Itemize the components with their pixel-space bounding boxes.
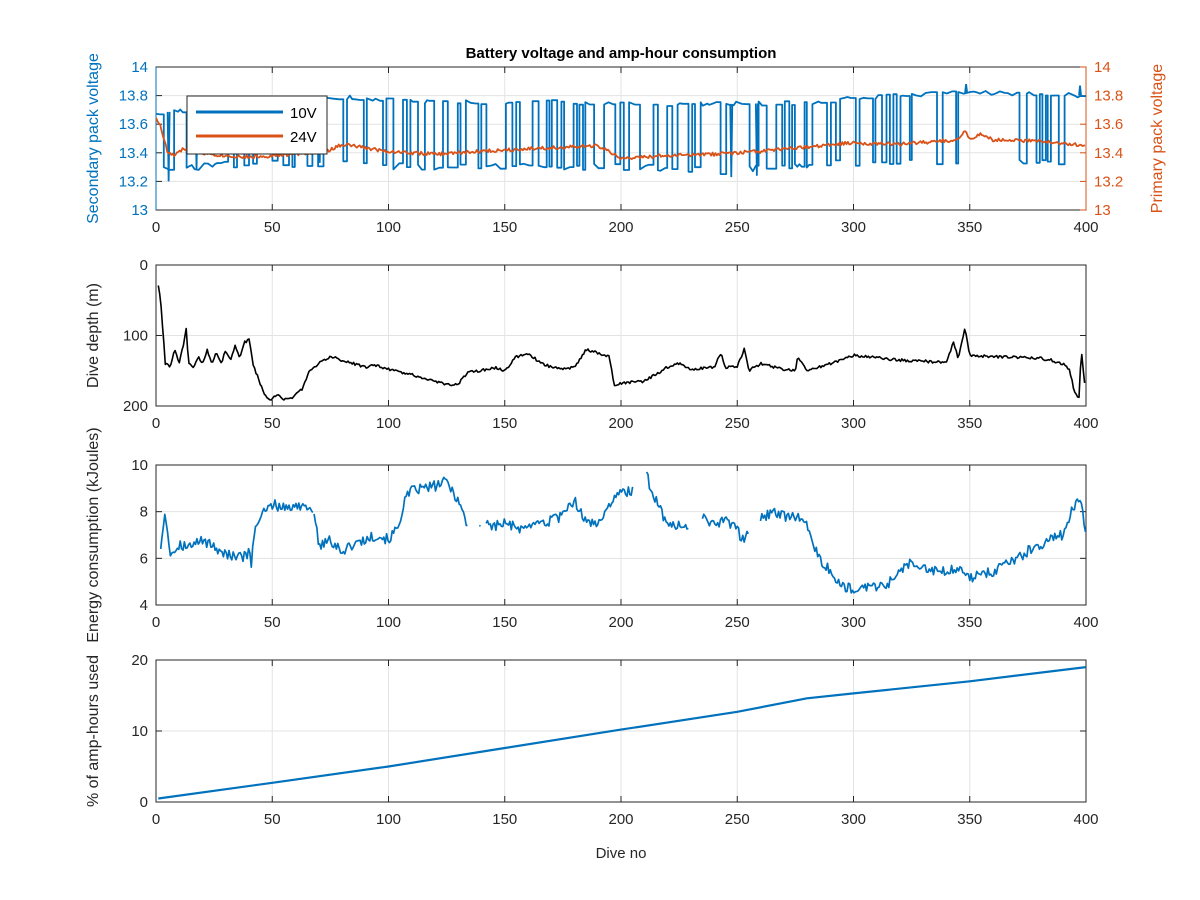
y-axis-label: % of amp-hours used: [85, 655, 102, 807]
y-right-axis-label: Primary pack voltage: [1149, 64, 1166, 213]
y-tick-label: 13.2: [119, 173, 148, 190]
x-tick-label: 100: [376, 219, 401, 236]
y-tick-label: 13.6: [119, 116, 148, 133]
x-tick-label: 150: [492, 614, 517, 631]
x-tick-label: 300: [841, 614, 866, 631]
series-line-segment: [645, 471, 689, 530]
y-right-tick-label: 13.6: [1094, 116, 1123, 133]
series-layer-energy: [159, 471, 1086, 594]
x-tick-label: 50: [264, 415, 281, 432]
x-tick-label: 50: [264, 219, 281, 236]
chart-depth: 0 50 100 150 200 250 300 350 400 0 100 200 Dive dept…: [85, 257, 1099, 432]
x-tick-label: 200: [608, 811, 633, 828]
x-tick-label: 300: [841, 811, 866, 828]
y-tick-label: 10: [131, 723, 148, 740]
y-right-tick-label: 13: [1094, 202, 1111, 219]
chart-amphours: 0 50 100 150 200 250 300 350 400 0 10 20 % of amp-ho…: [85, 652, 1099, 862]
x-tick-label: 150: [492, 811, 517, 828]
x-tick-label: 100: [376, 811, 401, 828]
series-line-segment: [485, 486, 634, 534]
x-tick-label: 400: [1073, 415, 1098, 432]
series-layer-depth: [157, 285, 1086, 401]
x-tick-label: 250: [725, 614, 750, 631]
x-tick-label: 0: [152, 614, 160, 631]
y-tick-label: 20: [131, 652, 148, 669]
y-tick-label: 13.4: [119, 145, 148, 162]
y-tick-label: 100: [123, 328, 148, 345]
x-tick-label: 350: [957, 811, 982, 828]
x-tick-label: 400: [1073, 219, 1098, 236]
y-axis-label: Secondary pack voltage: [85, 53, 102, 224]
x-tick-label: 350: [957, 219, 982, 236]
series-line-segment: [759, 498, 1086, 594]
series-line-10V: [156, 90, 1086, 176]
y-tick-label: 200: [123, 398, 148, 415]
y-tick-label: 8: [140, 504, 148, 521]
chart-voltage: 0 50 100 150 200 250 300 350 4001313.213.413.613…: [85, 53, 1166, 236]
y-tick-label: 13.8: [119, 88, 148, 105]
x-tick-label: 50: [264, 811, 281, 828]
x-tick-label: 400: [1073, 811, 1098, 828]
y-tick-label: 14: [131, 59, 148, 76]
x-tick-label: 300: [841, 415, 866, 432]
x-tick-label: 250: [725, 811, 750, 828]
y-right-tick-label: 13.2: [1094, 173, 1123, 190]
y-tick-label: 6: [140, 550, 148, 567]
x-tick-label: 100: [376, 614, 401, 631]
x-tick-label: 350: [957, 415, 982, 432]
figure-title: Battery voltage and amp-hour consumption: [466, 45, 777, 62]
x-tick-label: 0: [152, 219, 160, 236]
x-tick-label: 150: [492, 415, 517, 432]
x-tick-label: 300: [841, 219, 866, 236]
x-tick-label: 50: [264, 614, 281, 631]
y-tick-label: 13: [131, 202, 148, 219]
series-spike: [166, 111, 171, 182]
plots-area: 0 50 100 150 200 250 300 350 4001313.213.413.613…: [85, 53, 1166, 862]
y-tick-label: 0: [140, 257, 148, 274]
x-tick-label: 150: [492, 219, 517, 236]
series-layer-amphours: [158, 666, 1086, 800]
chart-energy: 0 50 100 150 200 250 300 350 400 4 6 8 10 Energy cons…: [85, 427, 1099, 642]
series-line-segment: [313, 476, 468, 555]
legend-box: [186, 95, 328, 155]
y-right-tick-label: 13.8: [1094, 88, 1123, 105]
legend-label-24V: 24V: [290, 129, 317, 146]
x-tick-label: 200: [608, 219, 633, 236]
x-tick-label: 0: [152, 811, 160, 828]
y-tick-label: 4: [140, 597, 148, 614]
series-line-amphours: [158, 666, 1086, 800]
x-tick-label: 250: [725, 415, 750, 432]
y-axis-label: Dive depth (m): [85, 283, 102, 388]
x-tick-label: 100: [376, 415, 401, 432]
x-axis-label: Dive no: [596, 845, 647, 862]
y-tick-label: 10: [131, 457, 148, 474]
x-tick-label: 0: [152, 415, 160, 432]
series-spike: [729, 103, 734, 178]
x-tick-label: 400: [1073, 614, 1098, 631]
series-line-depth: [157, 285, 1086, 401]
y-axis-label: Energy consumption (kJoules): [85, 427, 102, 642]
series-line-segment: [701, 513, 750, 543]
y-tick-label: 0: [140, 794, 148, 811]
x-tick-label: 200: [608, 614, 633, 631]
series-line-segment: [159, 499, 314, 569]
series-spike: [964, 84, 968, 93]
x-tick-label: 350: [957, 614, 982, 631]
x-tick-label: 200: [608, 415, 633, 432]
legend-label-10V: 10V: [290, 105, 317, 122]
y-right-tick-label: 14: [1094, 59, 1111, 76]
series-spike: [1078, 85, 1082, 96]
x-tick-label: 250: [725, 219, 750, 236]
y-right-tick-label: 13.4: [1094, 145, 1123, 162]
series-spike: [754, 103, 759, 176]
